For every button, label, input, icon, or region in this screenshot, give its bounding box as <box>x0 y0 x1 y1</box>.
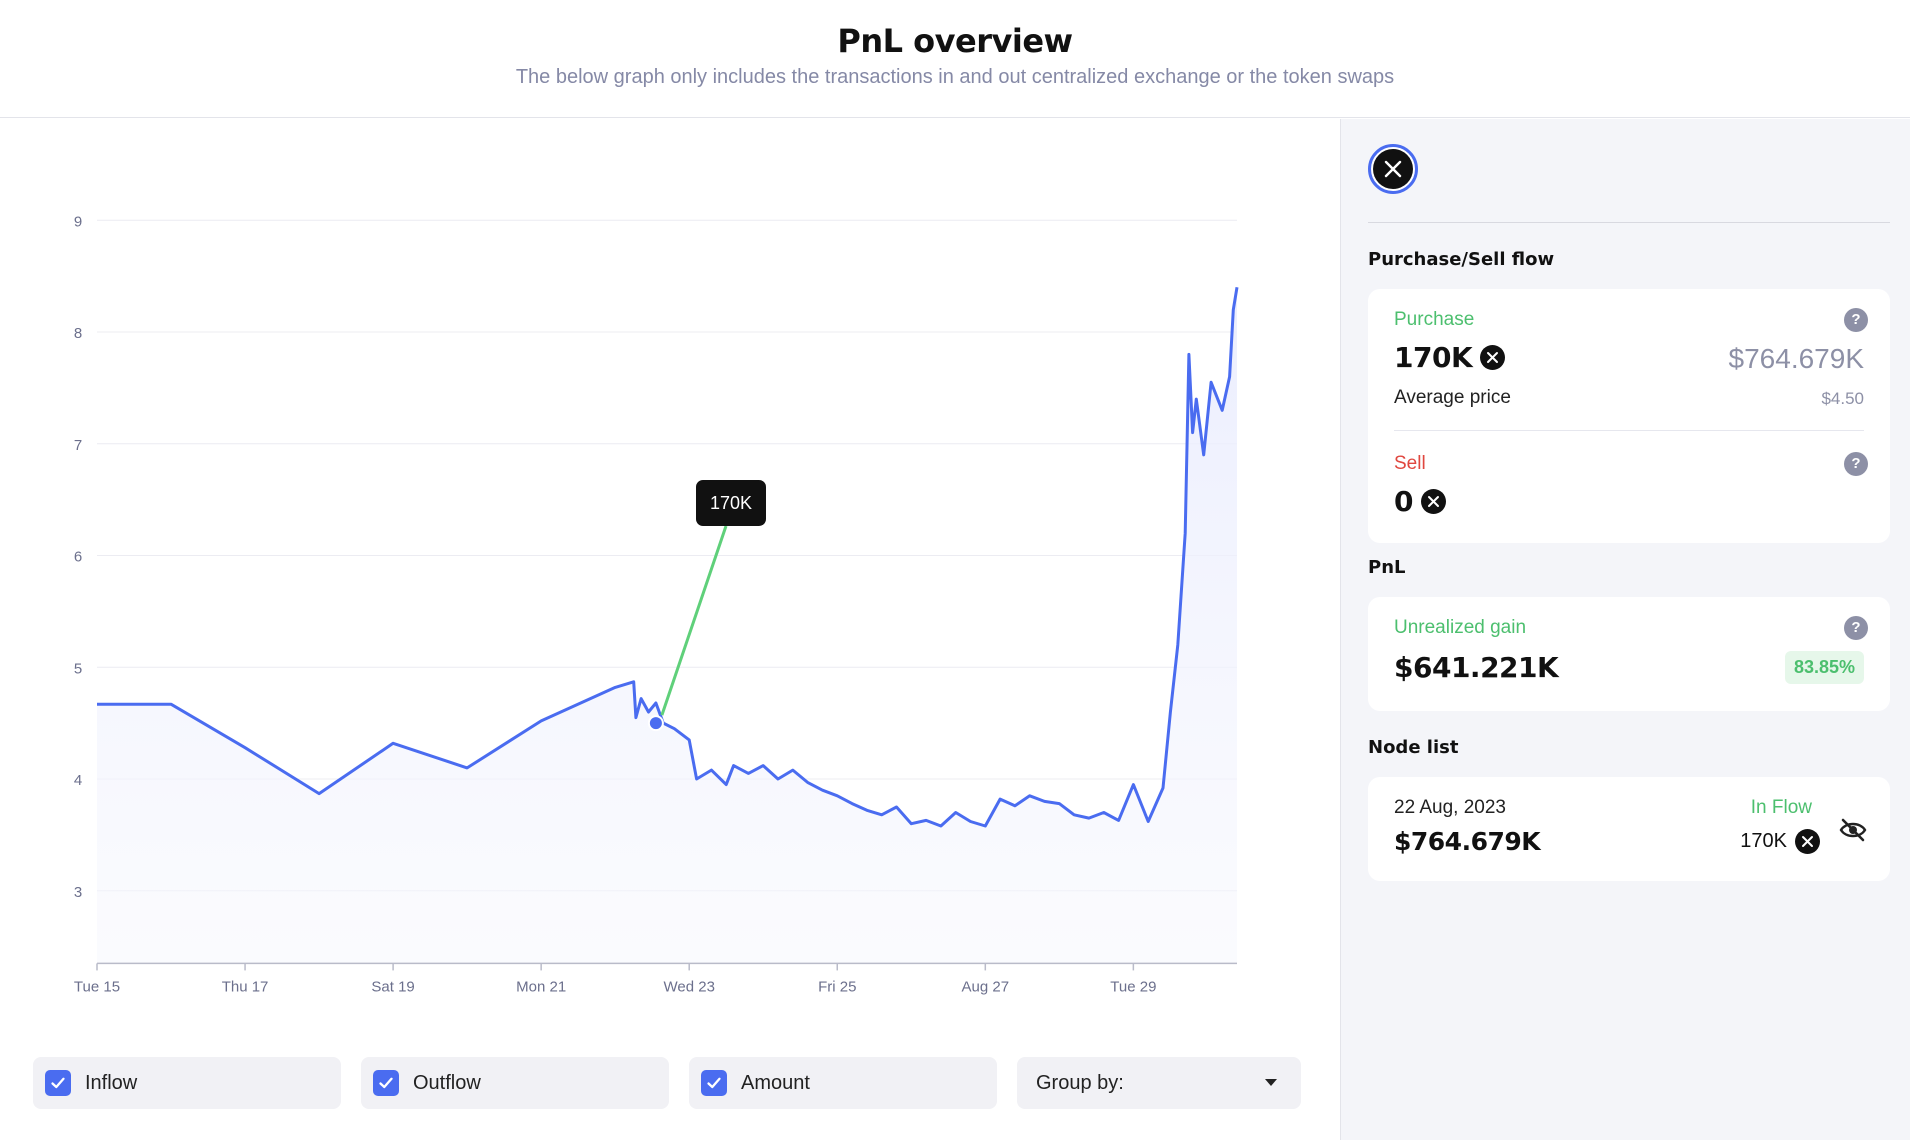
purchase-value: $764.679K <box>1728 343 1864 374</box>
checkbox-checked-icon <box>701 1070 727 1096</box>
eye-off-icon[interactable] <box>1838 817 1868 843</box>
x-tick-label: Sat 19 <box>371 978 414 995</box>
y-tick-label: 6 <box>74 549 82 566</box>
amount-checkbox[interactable]: Amount <box>689 1057 997 1109</box>
divider <box>1368 222 1890 223</box>
outflow-label: Outflow <box>413 1071 481 1094</box>
gain-percent-badge: 83.85% <box>1784 651 1864 684</box>
purchase-amount: 170K <box>1394 341 1473 374</box>
purchase-sell-title: Purchase/Sell flow <box>1368 249 1555 270</box>
tooltip-box <box>696 480 766 526</box>
x-tick-label: Tue 15 <box>74 978 120 995</box>
tooltip-label: 170K <box>710 493 752 513</box>
sidebar: Purchase/Sell flow Purchase ? 170K $764.… <box>1340 119 1910 1140</box>
tooltip-point <box>647 715 664 732</box>
x-token-icon <box>1480 345 1506 370</box>
x-tick-label: Tue 29 <box>1110 978 1156 995</box>
caret-down-icon <box>1265 1079 1277 1086</box>
y-tick-label: 8 <box>74 325 82 342</box>
x-icon <box>1373 149 1413 189</box>
x-tick-label: Aug 27 <box>962 978 1010 995</box>
x-token-icon <box>1420 489 1446 514</box>
x-tick-label: Wed 23 <box>663 978 714 995</box>
y-tick-label: 9 <box>74 213 82 230</box>
x-tick-label: Fri 25 <box>818 978 856 995</box>
y-tick-label: 3 <box>74 884 82 901</box>
y-tick-label: 5 <box>74 660 82 677</box>
average-price-value: $4.50 <box>1821 389 1864 408</box>
checkbox-checked-icon <box>45 1070 71 1096</box>
series-line <box>97 287 1239 828</box>
amount-label: Amount <box>741 1071 810 1094</box>
node-date: 22 Aug, 2023 <box>1394 797 1506 818</box>
divider <box>1394 430 1864 431</box>
y-tick-label: 4 <box>74 772 82 789</box>
inflow-label: Inflow <box>85 1071 138 1094</box>
x-tick-label: Thu 17 <box>222 978 269 995</box>
help-icon[interactable]: ? <box>1844 308 1868 332</box>
pnl-chart[interactable]: 9 8 7 6 5 4 3 Tue 15 Thu 17 Sat 19 Mon 21 Wed 23 Fri… <box>0 119 1340 1029</box>
chart-controls: Inflow Outflow Amount Group by: <box>33 1057 1303 1109</box>
outflow-checkbox[interactable]: Outflow <box>361 1057 669 1109</box>
node-amount-row: 170K <box>1740 829 1820 854</box>
x-tick-label: Mon 21 <box>516 978 566 995</box>
purchase-amount-row: 170K <box>1394 341 1506 374</box>
token-avatar[interactable] <box>1368 144 1418 194</box>
x-token-icon <box>1795 829 1820 854</box>
tooltip-connector <box>660 525 728 716</box>
help-icon[interactable]: ? <box>1844 616 1868 640</box>
purchase-label: Purchase <box>1394 309 1475 330</box>
sell-amount-row: 0 <box>1394 485 1446 518</box>
page-title: PnL overview <box>837 22 1073 60</box>
inflow-checkbox[interactable]: Inflow <box>33 1057 341 1109</box>
group-by-select[interactable]: Group by: <box>1017 1057 1301 1109</box>
node-list-title: Node list <box>1368 737 1459 758</box>
pnl-title: PnL <box>1368 557 1406 578</box>
page-subtitle: The below graph only includes the transa… <box>515 66 1395 88</box>
unrealized-gain-value: $641.221K <box>1394 651 1559 684</box>
purchase-sell-card: Purchase ? 170K $764.679K Average price … <box>1368 289 1890 543</box>
sell-label: Sell <box>1394 453 1426 474</box>
node-value: $764.679K <box>1394 827 1541 856</box>
chart-panel: 9 8 7 6 5 4 3 Tue 15 Thu 17 Sat 19 Mon 21 Wed 23 Fri… <box>0 119 1340 1140</box>
checkbox-checked-icon <box>373 1070 399 1096</box>
y-tick-label: 7 <box>74 437 82 454</box>
unrealized-gain-label: Unrealized gain <box>1394 617 1527 638</box>
node-amount: 170K <box>1740 830 1787 852</box>
group-by-label: Group by: <box>1036 1071 1124 1094</box>
sell-amount: 0 <box>1394 485 1413 518</box>
series-area <box>97 287 1237 964</box>
help-icon[interactable]: ? <box>1844 452 1868 476</box>
node-flow-label: In Flow <box>1750 797 1812 818</box>
node-list-item[interactable]: 22 Aug, 2023 In Flow $764.679K 170K <box>1368 777 1890 881</box>
pnl-card: Unrealized gain ? $641.221K 83.85% <box>1368 597 1890 711</box>
average-price-label: Average price <box>1394 387 1511 408</box>
page-header: PnL overview The below graph only includ… <box>0 0 1910 118</box>
